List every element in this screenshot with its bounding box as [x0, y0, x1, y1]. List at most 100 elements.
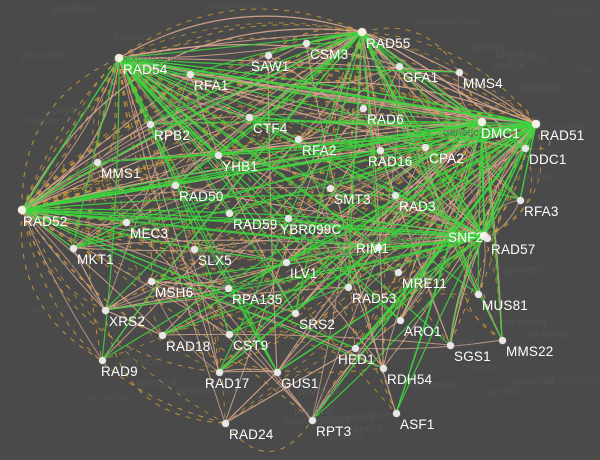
- network-node-rpt3[interactable]: [308, 416, 316, 424]
- network-edge-physical: [150, 280, 313, 421]
- network-node-asf1[interactable]: [392, 409, 400, 417]
- network-node-cpa2[interactable]: [421, 143, 429, 151]
- network-node-rad3[interactable]: [391, 191, 399, 199]
- network-node-mms1[interactable]: [93, 158, 101, 166]
- network-node-mms22[interactable]: [498, 336, 506, 344]
- network-edge-coexpression: [481, 121, 503, 341]
- network-edge-coexpression: [248, 116, 485, 237]
- network-node-srs2[interactable]: [291, 309, 299, 317]
- network-edge-genetic: [349, 31, 363, 349]
- network-node-rpa135[interactable]: [224, 284, 232, 292]
- network-node-yhb1[interactable]: [214, 151, 222, 159]
- network-node-label: DMC1: [481, 126, 521, 141]
- network-edge-genetic: [21, 209, 220, 373]
- network-edge-genetic: [21, 209, 485, 254]
- network-node-label: RAD52: [23, 214, 68, 229]
- network-node-rfa3[interactable]: [516, 196, 524, 204]
- network-node-label: MMS22: [506, 344, 554, 359]
- network-node-rad17[interactable]: [215, 368, 223, 376]
- network-edge-coexpression: [21, 31, 363, 211]
- network-node-cst9[interactable]: [225, 330, 233, 338]
- network-edge-genetic: [21, 209, 226, 424]
- network-node-rad18[interactable]: [158, 331, 166, 339]
- network-node-sgs1[interactable]: [446, 341, 454, 349]
- network-edge-coexpression: [72, 57, 120, 249]
- network-edge-coexpression: [395, 121, 483, 414]
- network-node-aro1[interactable]: [396, 316, 404, 324]
- network-edge-genetic: [118, 57, 153, 282]
- network-node-rdh54[interactable]: [379, 364, 387, 372]
- network-node-rad16[interactable]: [376, 146, 384, 154]
- network-edge-genetic: [483, 147, 533, 237]
- network-edge-coexpression: [477, 121, 483, 295]
- network-node-ilv1[interactable]: [282, 258, 290, 266]
- network-edge-coexpression: [228, 121, 483, 214]
- network-node-rfa1[interactable]: [186, 70, 194, 78]
- network-edge-genetic: [361, 27, 460, 73]
- network-node-mec3[interactable]: [122, 218, 130, 226]
- network-node-rad57[interactable]: [483, 234, 491, 242]
- network-node-rad52[interactable]: [18, 206, 26, 214]
- network-edge-coexpression: [361, 31, 526, 149]
- network-node-rad50[interactable]: [171, 181, 179, 189]
- network-node-gfa1[interactable]: [395, 62, 403, 70]
- network-edge-physical: [125, 221, 313, 421]
- network-node-rim1[interactable]: [374, 243, 382, 251]
- network-node-label: CPA2: [429, 151, 465, 166]
- network-node-hed1[interactable]: [351, 344, 359, 352]
- network-node-smt3[interactable]: [326, 184, 334, 192]
- network-edge-coexpression: [481, 121, 485, 237]
- network-node-mms4[interactable]: [455, 68, 463, 76]
- network-node-rad55[interactable]: [358, 28, 366, 36]
- network-edge-coexpression: [361, 31, 379, 248]
- network-edge-physical: [218, 368, 278, 373]
- network-edge-physical: [382, 121, 483, 369]
- network-edge-coexpression: [118, 57, 296, 314]
- network-node-label: RPT3: [316, 424, 352, 439]
- network-node-slx5[interactable]: [190, 245, 198, 253]
- network-node-rad24[interactable]: [221, 419, 229, 427]
- network-edge-genetic: [287, 217, 485, 239]
- network-edge-coexpression: [21, 209, 74, 249]
- network-node-rad54[interactable]: [115, 54, 123, 62]
- network-node-label: RAD16: [368, 154, 413, 169]
- network-edge-genetic: [347, 234, 485, 288]
- network-node-label: MMS4: [463, 76, 503, 91]
- network-edge-coexpression: [118, 57, 230, 335]
- network-node-rpb2[interactable]: [146, 120, 154, 128]
- network-node-gus1[interactable]: [273, 368, 281, 376]
- network-node-ybr099c[interactable]: [284, 214, 292, 222]
- network-node-label: MRE11: [402, 276, 448, 291]
- network-node-xrs2[interactable]: [101, 306, 109, 314]
- network-node-mus81[interactable]: [474, 290, 482, 298]
- network-node-label: CST9: [233, 338, 269, 353]
- network-edge-coexpression: [361, 31, 485, 237]
- network-node-mkt1[interactable]: [69, 244, 77, 252]
- network-node-rfa2[interactable]: [294, 135, 302, 143]
- network-edge-physical: [305, 42, 397, 414]
- network-node-rad6[interactable]: [359, 104, 367, 112]
- network-node-rad51[interactable]: [532, 120, 540, 128]
- network-edge-coexpression: [377, 123, 537, 248]
- network-edge-coexpression: [118, 31, 363, 59]
- network-node-saw1[interactable]: [264, 51, 272, 59]
- network-edge-physical: [149, 113, 483, 125]
- network-edge-physical: [361, 31, 521, 201]
- network-edge-coexpression: [228, 235, 485, 335]
- network-edge-coexpression: [21, 184, 176, 211]
- network-node-dmc1[interactable]: [478, 118, 486, 126]
- network-edge-genetic: [524, 123, 551, 150]
- network-edge-physical: [104, 309, 163, 336]
- network-node-rad9[interactable]: [98, 356, 106, 364]
- network-node-rad53[interactable]: [344, 283, 352, 291]
- network-edge-genetic: [483, 123, 542, 237]
- network-node-rad59[interactable]: [225, 209, 233, 217]
- network-node-mre11[interactable]: [394, 268, 402, 276]
- network-node-csm3[interactable]: [302, 39, 310, 47]
- network-node-ddc1[interactable]: [521, 144, 529, 152]
- network-node-msh6[interactable]: [147, 277, 155, 285]
- network-node-ctf4[interactable]: [245, 113, 253, 121]
- network-edge-genetic: [398, 65, 537, 130]
- network-node-label: DDC1: [529, 152, 567, 167]
